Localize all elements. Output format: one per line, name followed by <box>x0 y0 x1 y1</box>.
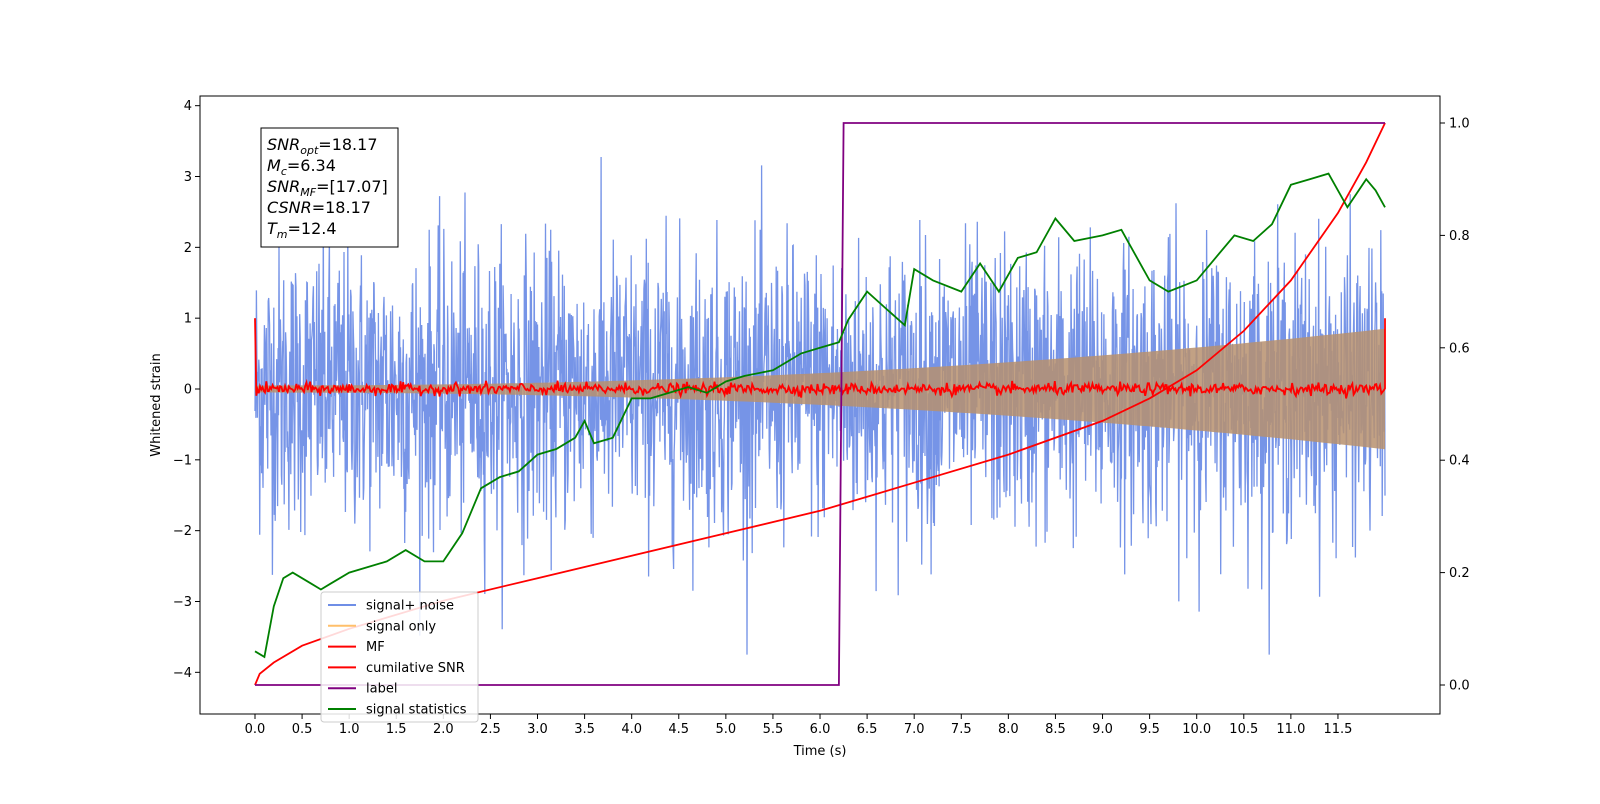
x-tick-label: 2.0 <box>433 722 454 737</box>
x-tick-label: 5.0 <box>716 722 737 737</box>
x-tick-label: 8.5 <box>1045 722 1066 737</box>
y-axis-left: −4 −3 −2 −1 0 1 2 3 4 <box>173 99 200 681</box>
y-tick-label: −1 <box>173 453 192 468</box>
x-tick-label: 1.0 <box>339 722 360 737</box>
legend-frame <box>320 591 479 723</box>
y-axis-label: Whitened strain <box>149 353 164 456</box>
annotation-box: SNRopt=18.17Mc=6.34SNRMF=[17.07]CSNR=18.… <box>260 127 399 248</box>
legend-label: MF <box>366 640 385 655</box>
x-tick-label: 5.5 <box>763 722 784 737</box>
legend-label: signal statistics <box>366 703 467 718</box>
y-tick-label: 4 <box>184 99 192 114</box>
x-tick-label: 8.0 <box>998 722 1019 737</box>
x-tick-label: 3.0 <box>527 722 548 737</box>
series-label <box>255 122 1385 686</box>
x-tick-label: 7.5 <box>951 722 972 737</box>
x-tick-label: 11.0 <box>1276 722 1305 737</box>
series-layer <box>254 122 1386 686</box>
y-tick-label: −2 <box>173 524 192 539</box>
y2-tick-label: 0.0 <box>1449 679 1470 694</box>
annotation-line: Mc=6.34 <box>267 156 336 178</box>
x-tick-label: 0.5 <box>292 722 313 737</box>
series-mf <box>254 318 1386 399</box>
x-tick-label: 2.5 <box>480 722 501 737</box>
y-tick-label: −4 <box>173 666 192 681</box>
x-tick-label: 4.0 <box>621 722 642 737</box>
x-tick-label: 6.5 <box>857 722 878 737</box>
legend-label: signal+ noise <box>366 599 454 614</box>
series-signal-statistics <box>254 172 1386 659</box>
legend-label: cumilative SNR <box>366 661 465 676</box>
annotation-frame <box>260 127 399 248</box>
y-axis-right: 0.0 0.2 0.4 0.6 0.8 1.0 <box>1440 117 1470 694</box>
x-axis: 0.0 0.5 1.0 1.5 2.0 2.5 3.0 3.5 4.0 4.5 5.0 5.5 6.0 6… <box>245 714 1352 737</box>
legend: signal+ noise signal only MF cumilative SNR… <box>320 591 479 723</box>
annotation-line: SNRopt=18.17 <box>267 135 378 157</box>
x-tick-label: 3.5 <box>574 722 595 737</box>
x-tick-label: 10.5 <box>1229 722 1258 737</box>
x-tick-label: 10.0 <box>1182 722 1211 737</box>
y2-tick-label: 0.2 <box>1449 566 1470 581</box>
x-tick-label: 7.0 <box>904 722 925 737</box>
legend-label: label <box>366 682 397 697</box>
y2-tick-label: 0.4 <box>1449 454 1470 469</box>
y2-tick-label: 0.8 <box>1449 229 1470 244</box>
x-tick-label: 9.5 <box>1139 722 1160 737</box>
annotation-line: SNRMF=[17.07] <box>267 177 388 199</box>
annotation-line: Tm=12.4 <box>267 219 337 241</box>
annotation-line: CSNR=18.17 <box>267 198 371 217</box>
y-tick-label: 0 <box>184 383 192 398</box>
x-tick-label: 9.0 <box>1092 722 1113 737</box>
y-tick-label: −3 <box>173 595 192 610</box>
series-signal-only <box>255 328 1385 450</box>
y2-tick-label: 1.0 <box>1449 117 1470 132</box>
x-tick-label: 1.5 <box>386 722 407 737</box>
x-tick-label: 6.0 <box>810 722 831 737</box>
y2-tick-label: 0.6 <box>1449 341 1470 356</box>
y-tick-label: 2 <box>184 241 192 256</box>
y-tick-label: 3 <box>184 170 192 185</box>
x-tick-label: 4.5 <box>668 722 689 737</box>
x-tick-label: 11.5 <box>1323 722 1352 737</box>
x-axis-label: Time (s) <box>793 744 847 759</box>
y-tick-label: 1 <box>184 312 192 327</box>
series-cumulative-snr <box>254 122 1386 686</box>
legend-label: signal only <box>366 619 436 634</box>
x-tick-label: 0.0 <box>245 722 266 737</box>
